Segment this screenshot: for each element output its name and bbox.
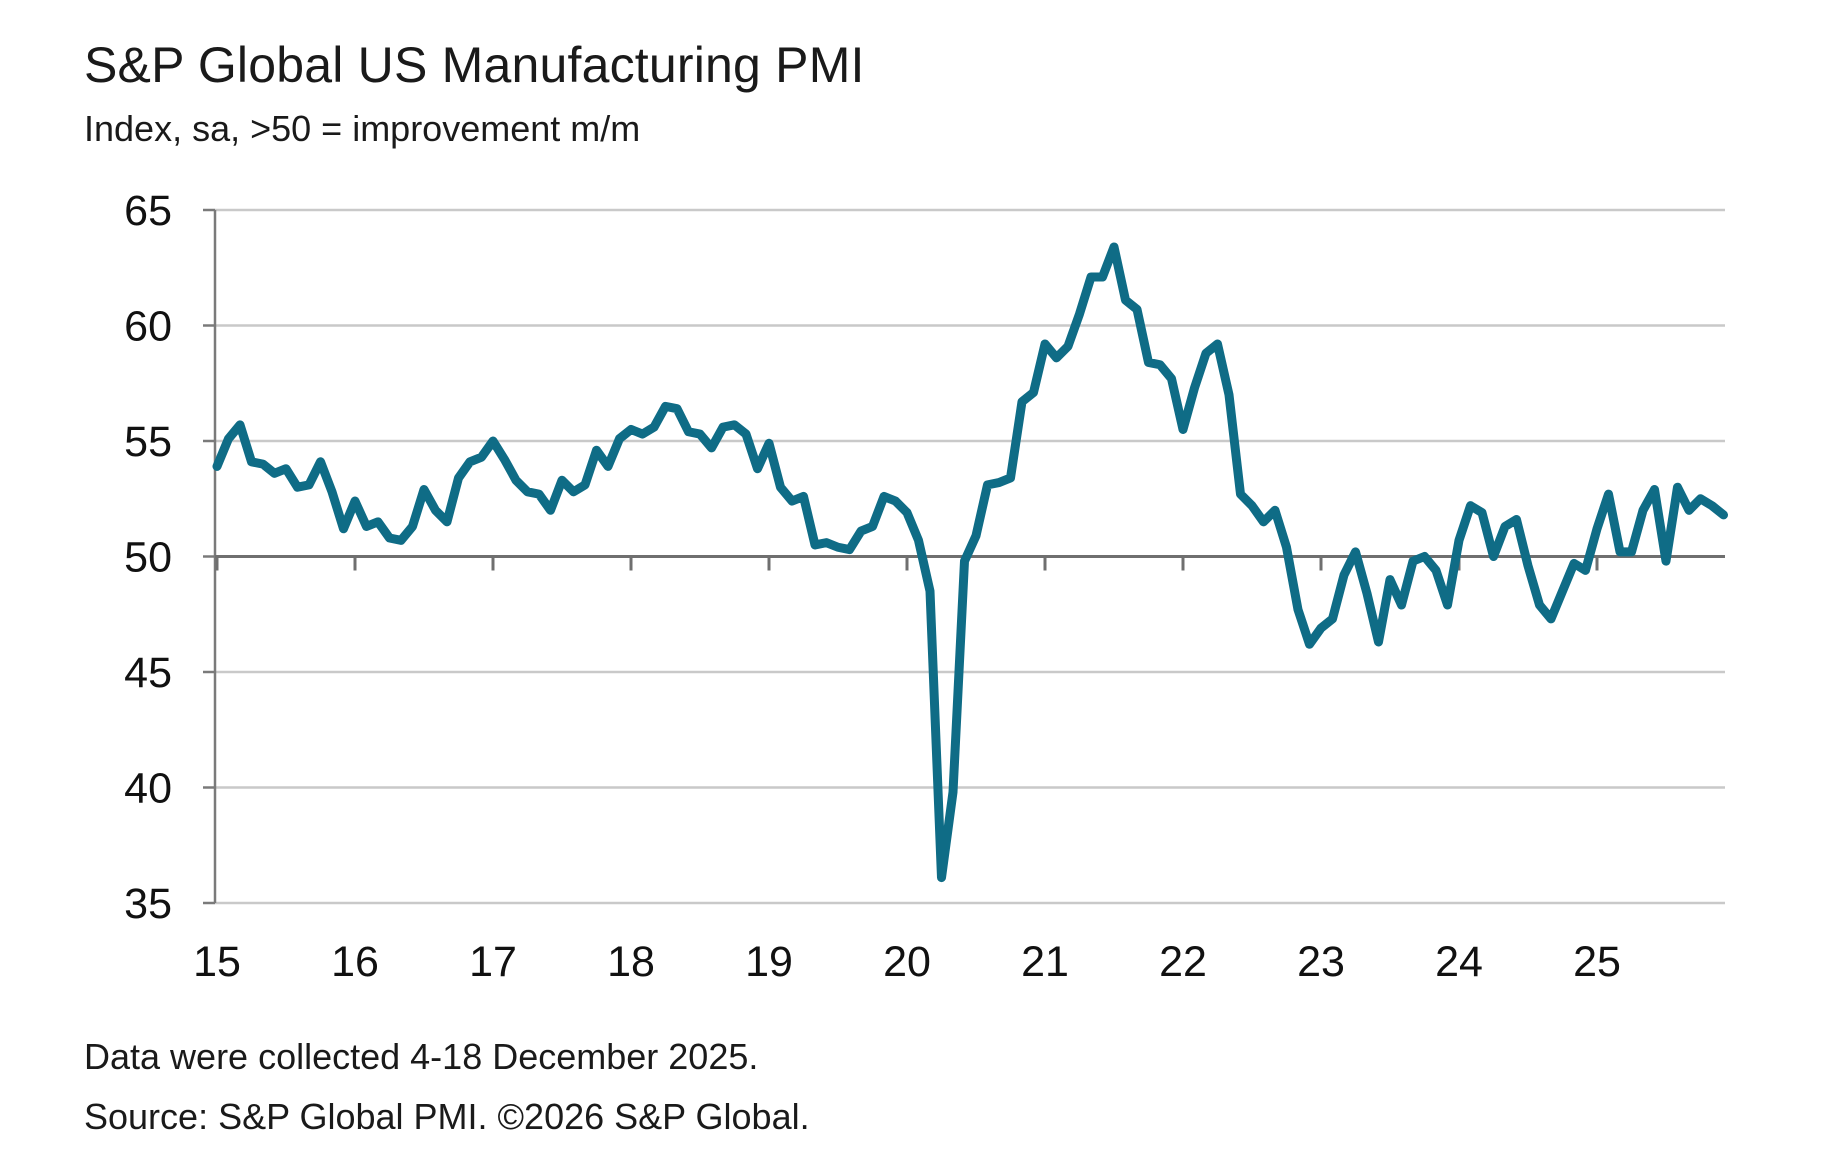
y-tick-label: 40 — [124, 765, 172, 813]
x-tick-label: 25 — [1573, 938, 1621, 986]
x-tick-label: 19 — [745, 938, 793, 986]
x-tick-label: 17 — [469, 938, 517, 986]
pmi-line-chart: 65 60 55 50 45 40 35 15 16 17 18 19 20 21 22 23 24 25 — [124, 187, 1728, 986]
data-collection-note: Data were collected 4-18 December 2025. — [84, 1036, 759, 1077]
y-tick-label: 55 — [124, 418, 172, 466]
x-tick-label: 18 — [607, 938, 655, 986]
x-tick-label: 24 — [1435, 938, 1483, 986]
x-tick-label: 23 — [1297, 938, 1345, 986]
x-tick-label: 16 — [331, 938, 379, 986]
chart-title: S&P Global US Manufacturing PMI — [84, 37, 865, 93]
pmi-series-line — [212, 242, 1728, 883]
y-tick-label: 65 — [124, 187, 172, 235]
x-tick-label: 15 — [193, 938, 241, 986]
y-tick-label: 50 — [124, 534, 172, 582]
x-tick-label: 20 — [883, 938, 931, 986]
x-tick-label: 21 — [1021, 938, 1069, 986]
source-note: Source: S&P Global PMI. ©2026 S&P Global… — [84, 1096, 810, 1137]
y-tick-label: 60 — [124, 303, 172, 351]
x-tick-label: 22 — [1159, 938, 1207, 986]
y-tick-label: 35 — [124, 880, 172, 928]
chart-subtitle: Index, sa, >50 = improvement m/m — [84, 108, 641, 149]
y-tick-label: 45 — [124, 649, 172, 697]
